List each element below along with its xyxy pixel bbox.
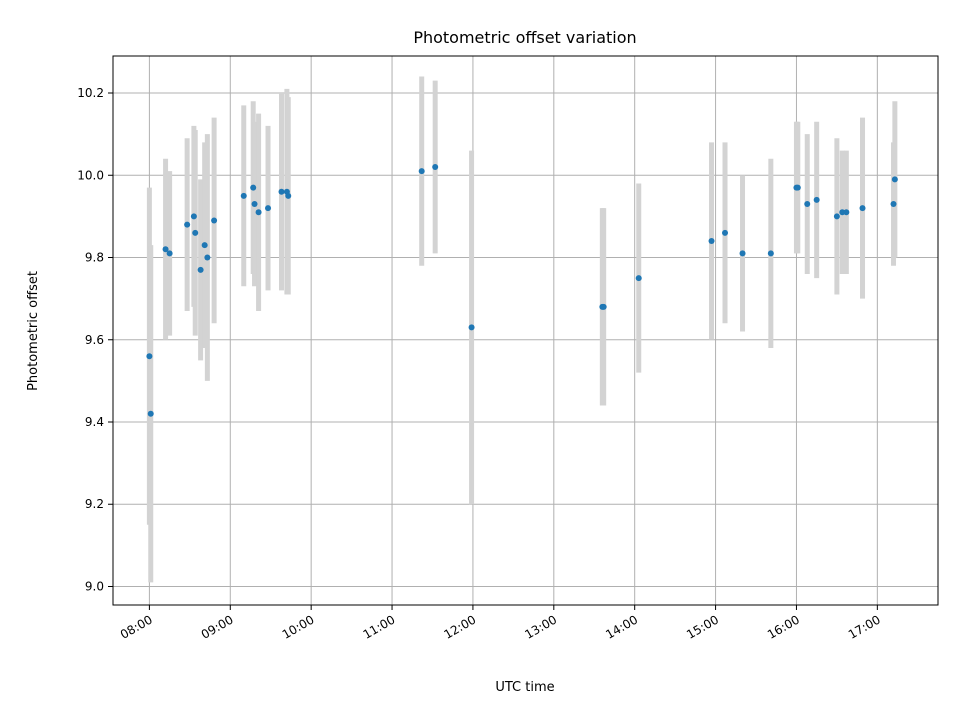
data-point (468, 324, 475, 331)
data-point (285, 192, 292, 199)
data-point (190, 213, 197, 220)
data-point (804, 201, 811, 208)
data-point (843, 209, 850, 216)
data-point (722, 229, 729, 236)
data-point (201, 242, 208, 249)
data-point (833, 213, 840, 220)
y-tick-label: 10.2 (77, 86, 104, 100)
data-point (432, 164, 439, 171)
data-point (197, 266, 204, 273)
data-point (251, 201, 258, 208)
data-points (146, 164, 898, 417)
y-axis: 9.0 9.2 9.4 9.6 9.8 10.0 10.2 (77, 86, 113, 593)
data-point (708, 238, 715, 245)
data-point (739, 250, 746, 257)
data-point (767, 250, 774, 257)
data-point (255, 209, 262, 216)
y-tick-label: 10.0 (77, 168, 104, 182)
data-point (184, 221, 191, 228)
plot-frame (112, 55, 939, 606)
data-point (891, 176, 898, 183)
data-point (859, 205, 866, 212)
chart-title: Photometric offset variation (413, 28, 636, 47)
y-axis-label: Photometric offset (26, 271, 41, 391)
data-point (813, 196, 820, 203)
x-axis-label: UTC time (495, 680, 554, 695)
data-point (162, 246, 169, 253)
y-tick-label: 9.8 (85, 251, 104, 265)
data-point (146, 353, 153, 360)
y-tick-label: 9.0 (85, 579, 104, 593)
data-point (794, 184, 801, 191)
y-tick-label: 9.6 (85, 333, 104, 347)
data-point (265, 205, 272, 212)
data-point (890, 201, 897, 208)
data-point (600, 303, 607, 310)
data-point (166, 250, 173, 257)
y-tick-label: 9.4 (85, 415, 104, 429)
data-point (250, 184, 257, 191)
data-point (635, 275, 642, 282)
data-point (211, 217, 218, 224)
data-point (204, 254, 211, 261)
grid (113, 56, 938, 605)
data-point (192, 229, 199, 236)
data-point (278, 188, 285, 195)
data-point (418, 168, 425, 175)
data-point (240, 192, 247, 199)
data-point (147, 410, 154, 417)
y-tick-label: 9.2 (85, 497, 104, 511)
